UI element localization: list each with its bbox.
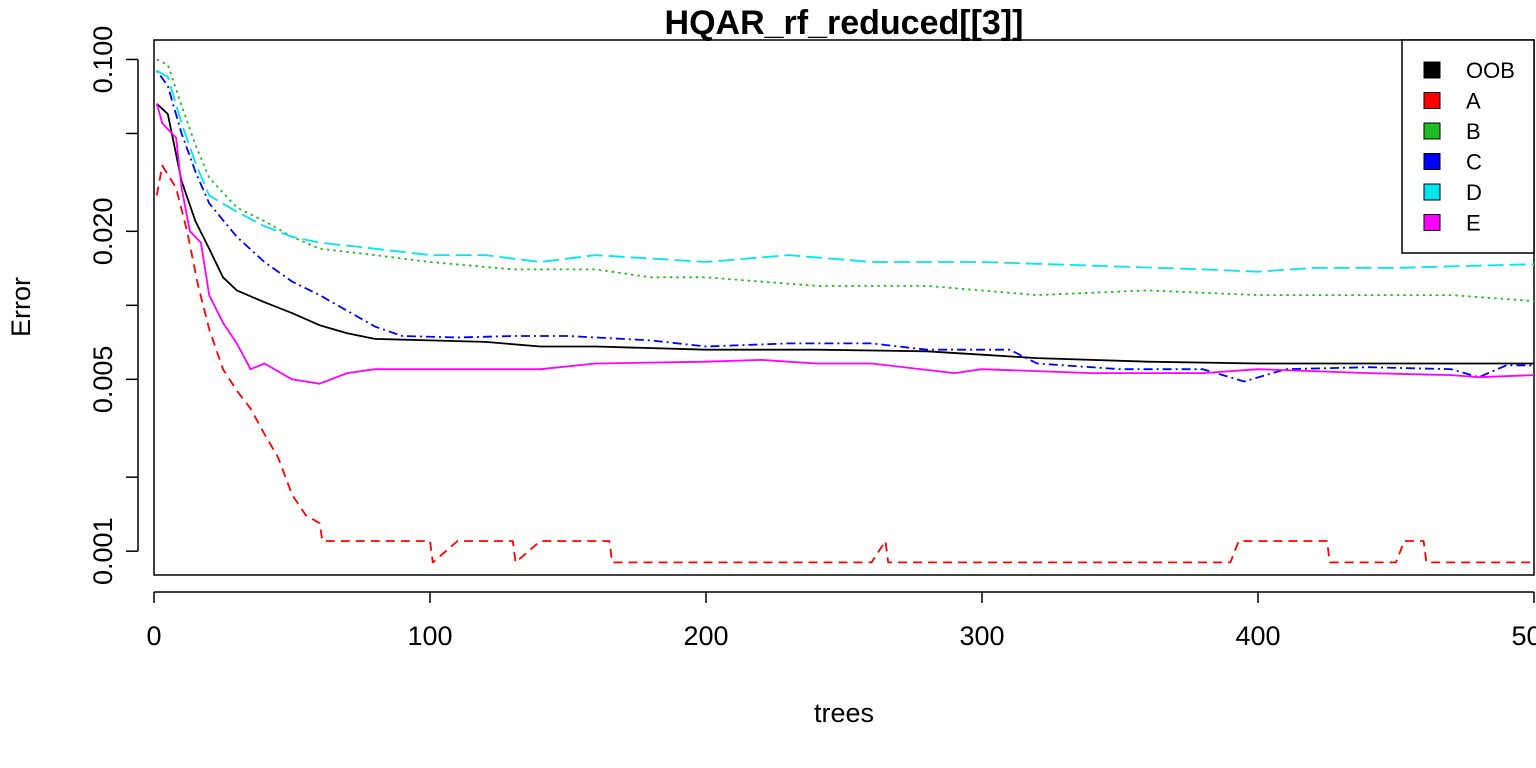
x-tick-label: 200 (683, 621, 728, 651)
y-axis: 0.001 0.005 0.020 0.100 (88, 26, 139, 585)
series-line-c (156, 70, 1534, 383)
legend-label-oob: OOB (1466, 58, 1515, 83)
legend-label-e: E (1466, 211, 1481, 236)
y-tick-label: 0.001 (88, 517, 118, 585)
x-axis: 0 100 200 300 400 500 (146, 591, 1536, 651)
y-axis-label: Error (6, 277, 36, 337)
legend-label-d: D (1466, 180, 1482, 205)
series-line-b (156, 58, 1535, 302)
plot-lines (155, 58, 1535, 564)
y-tick-label: 0.005 (88, 346, 118, 414)
legend-swatch-a (1423, 92, 1441, 109)
series-line-oob (156, 103, 1534, 365)
legend-swatch-oob (1423, 61, 1441, 79)
legend-swatch-e (1423, 214, 1441, 231)
y-tick-label: 0.020 (88, 198, 118, 266)
x-tick-label: 400 (1235, 621, 1280, 651)
x-tick-label: 300 (959, 621, 1004, 651)
legend-swatch-c (1423, 153, 1441, 170)
series-line-d (156, 69, 1535, 273)
legend-swatch-b (1423, 122, 1441, 140)
legend-swatch-d (1423, 183, 1441, 201)
legend-label-b: B (1466, 119, 1481, 144)
x-axis-label: trees (814, 698, 874, 728)
chart-title: HQAR_rf_reduced[[3]] (665, 4, 1024, 42)
y-tick-label: 0.100 (88, 26, 118, 94)
series-line-e (155, 103, 1535, 385)
plot-frame (153, 39, 1535, 576)
x-tick-label: 0 (146, 621, 161, 651)
x-tick-label: 500 (1511, 621, 1536, 651)
series-line-a (155, 164, 1534, 564)
x-tick-label: 100 (407, 621, 452, 651)
legend-label-a: A (1466, 89, 1481, 114)
legend-label-c: C (1466, 150, 1482, 175)
